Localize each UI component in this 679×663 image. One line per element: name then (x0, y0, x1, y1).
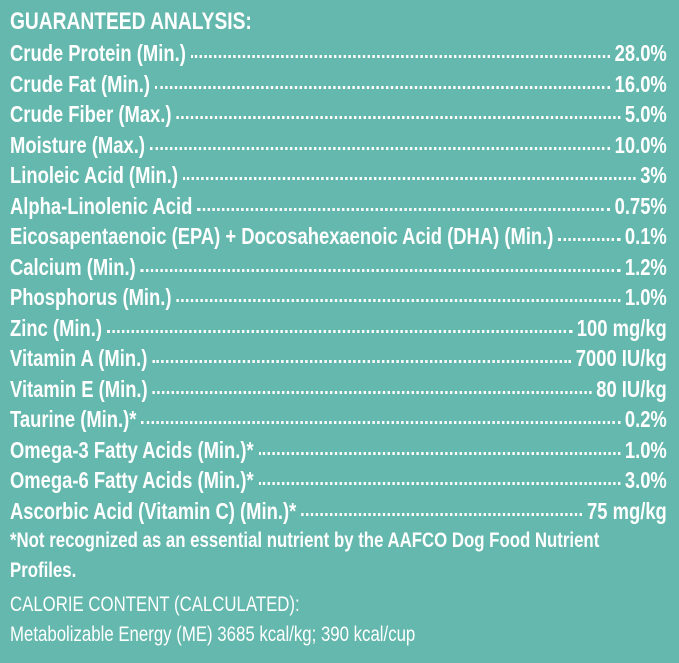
nutrient-label: Phosphorus (Min.) (10, 284, 172, 310)
nutrient-value: 1.0% (624, 436, 667, 463)
dot-leader (301, 512, 583, 516)
nutrient-value: 3.0% (624, 467, 667, 493)
nutrient-label: Crude Fiber (Max.) (10, 101, 172, 127)
nutrient-value: 5.0% (624, 101, 667, 127)
dot-leader (152, 360, 571, 363)
nutrient-label: Omega-3 Fatty Acids (Min.)* (10, 436, 254, 463)
nutrient-value: 7000 IU/kg (575, 345, 667, 371)
dot-leader (258, 451, 621, 455)
nutrient-value: 16.0% (614, 70, 667, 97)
nutrient-value: 100 mg/kg (576, 314, 667, 341)
nutrient-label: Calcium (Min.) (10, 253, 136, 280)
nutrient-label: Taurine (Min.)* (10, 406, 137, 432)
dot-leader (149, 146, 610, 150)
title: GUARANTEED ANALYSIS: (10, 8, 252, 35)
nutrient-value: 1.2% (624, 253, 667, 280)
dot-leader (106, 329, 572, 333)
nutrient-value: 3% (640, 162, 667, 188)
dot-leader (182, 177, 636, 180)
nutrient-label: Ascorbic Acid (Vitamin C) (Min.)* (10, 497, 297, 524)
analysis-row: Omega-6 Fatty Acids (Min.)* 3.0% (10, 465, 667, 496)
calorie-heading: CALORIE CONTENT (CALCULATED): (10, 593, 300, 616)
analysis-row: Alpha-Linolenic Acid 0.75% (10, 191, 667, 222)
nutrient-value: 0.75% (614, 192, 667, 219)
dot-leader (152, 390, 592, 394)
nutrient-label: Alpha-Linolenic Acid (10, 192, 193, 219)
nutrient-value: 1.0% (624, 284, 667, 310)
dot-leader (197, 207, 610, 211)
analysis-row: Crude Protein (Min.) 28.0% (10, 38, 667, 69)
nutrient-label: Vitamin A (Min.) (10, 345, 148, 371)
dot-leader (154, 85, 610, 89)
nutrient-label: Linoleic Acid (Min.) (10, 162, 178, 188)
nutrient-value: 80 IU/kg (596, 375, 667, 402)
nutrient-label: Omega-6 Fatty Acids (Min.)* (10, 467, 254, 493)
analysis-row: Moisture (Max.) 10.0% (10, 130, 667, 161)
dot-leader (140, 268, 621, 272)
analysis-row: Omega-3 Fatty Acids (Min.)* 1.0% (10, 435, 667, 466)
dot-leader (558, 238, 621, 241)
nutrient-label: Crude Protein (Min.) (10, 40, 186, 66)
nutrient-value: 28.0% (614, 40, 667, 66)
nutrient-value: 0.2% (624, 406, 667, 432)
nutrient-label: Eicosapentaenoic (EPA) + Docosahexaenoic… (10, 223, 554, 249)
analysis-row: Ascorbic Acid (Vitamin C) (Min.)* 75 mg/k… (10, 496, 667, 527)
dot-leader (258, 482, 621, 485)
footnote: *Not recognized as an essential nutrient… (10, 529, 600, 582)
analysis-row: Calcium (Min.) 1.2% (10, 252, 667, 283)
nutrient-value: 0.1% (624, 223, 667, 249)
nutrient-label: Moisture (Max.) (10, 131, 145, 158)
analysis-row: Taurine (Min.)* 0.2% (10, 404, 667, 435)
nutrient-label: Vitamin E (Min.) (10, 375, 148, 402)
rows: Crude Protein (Min.) 28.0% Crude Fat (Min.… (10, 38, 667, 526)
nutrient-value: 10.0% (614, 131, 667, 158)
nutrient-label: Zinc (Min.) (10, 314, 102, 341)
dot-leader (141, 421, 621, 424)
analysis-row: Crude Fat (Min.) 16.0% (10, 69, 667, 100)
analysis-row: Eicosapentaenoic (EPA) + Docosahexaenoic… (10, 221, 667, 252)
analysis-panel: GUARANTEED ANALYSIS: Crude Protein (Min.… (10, 6, 667, 650)
analysis-row: Vitamin E (Min.) 80 IU/kg (10, 374, 667, 405)
nutrient-value: 75 mg/kg (587, 497, 667, 524)
analysis-row: Crude Fiber (Max.) 5.0% (10, 99, 667, 130)
analysis-row: Linoleic Acid (Min.) 3% (10, 160, 667, 191)
dot-leader (190, 55, 610, 58)
analysis-row: Phosphorus (Min.) 1.0% (10, 282, 667, 313)
analysis-row: Zinc (Min.) 100 mg/kg (10, 313, 667, 344)
dot-leader (176, 116, 621, 119)
calorie-text: Metabolizable Energy (ME) 3685 kcal/kg; … (10, 623, 416, 646)
analysis-row: Vitamin A (Min.) 7000 IU/kg (10, 343, 667, 374)
nutrient-label: Crude Fat (Min.) (10, 70, 151, 97)
dot-leader (176, 299, 621, 302)
